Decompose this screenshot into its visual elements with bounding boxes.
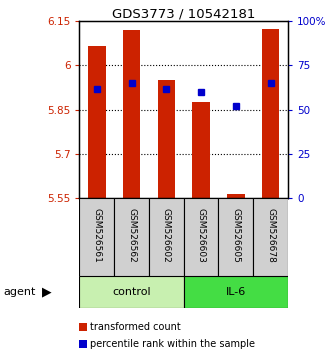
Text: control: control (112, 287, 151, 297)
Text: ▶: ▶ (41, 286, 51, 298)
Bar (218, 198, 253, 276)
Text: GSM526562: GSM526562 (127, 208, 136, 263)
Text: transformed count: transformed count (90, 322, 181, 332)
Bar (114, 198, 149, 276)
Bar (184, 198, 218, 276)
Text: agent: agent (3, 287, 36, 297)
Title: GDS3773 / 10542181: GDS3773 / 10542181 (112, 7, 256, 20)
Bar (262, 29, 279, 198)
Text: GSM526602: GSM526602 (162, 208, 171, 263)
Bar (253, 198, 288, 276)
Bar (192, 102, 210, 198)
Bar (79, 198, 114, 276)
Bar (158, 80, 175, 198)
Text: percentile rank within the sample: percentile rank within the sample (90, 339, 255, 349)
Bar (79, 276, 184, 308)
Bar (149, 198, 184, 276)
Bar (227, 194, 245, 198)
Text: GSM526603: GSM526603 (197, 208, 206, 263)
Bar (184, 276, 288, 308)
Text: GSM526605: GSM526605 (231, 208, 240, 263)
Bar (88, 46, 106, 198)
Text: IL-6: IL-6 (226, 287, 246, 297)
Text: GSM526561: GSM526561 (92, 208, 101, 263)
Bar (123, 30, 140, 198)
Text: GSM526678: GSM526678 (266, 208, 275, 263)
